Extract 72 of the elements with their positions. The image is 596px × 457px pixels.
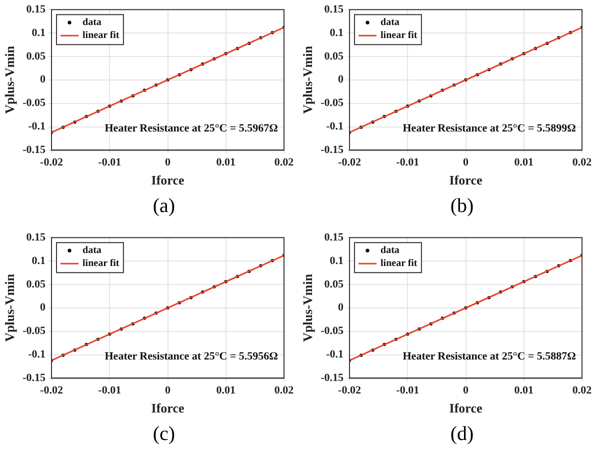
y-tick-label: 0.15: [324, 231, 344, 244]
x-tick-label: 0.01: [514, 384, 534, 397]
x-tick-label: 0.01: [216, 156, 236, 169]
y-tick-label: 0.15: [26, 3, 46, 16]
x-tick-label: -0.01: [98, 156, 122, 169]
y-tick-label: 0.1: [330, 26, 344, 39]
annotation: Heater Resistance at 25°C = 5.5956Ω: [104, 350, 278, 363]
text: (a): [152, 194, 176, 219]
y-tick-label: 0.1: [330, 254, 344, 267]
y-tick-label: 0: [40, 302, 46, 314]
y-tick-label: 0.15: [26, 231, 46, 244]
x-tick-label: 0: [165, 156, 172, 169]
annotation: Heater Resistance at 25°C = 5.5899Ω: [402, 122, 576, 135]
text: (c): [152, 422, 176, 447]
y-tick-label: 0.05: [26, 278, 46, 290]
x-tick-label: 0.02: [274, 384, 294, 397]
y-tick-label: -0.15: [320, 144, 344, 156]
x-axis-title: Iforce: [449, 172, 482, 188]
x-tick-label: -0.01: [98, 384, 122, 397]
y-tick-label: -0.05: [22, 325, 46, 338]
legend-label: data: [82, 245, 102, 256]
y-tick-label: 0.15: [324, 3, 344, 16]
legend-label: linear fit: [380, 258, 418, 270]
y-tick-label: -0.15: [320, 372, 344, 384]
legend-label: linear fit: [82, 30, 120, 42]
y-tick-label: -0.05: [22, 97, 46, 110]
y-tick-label: 0.1: [32, 254, 46, 267]
annotation: Heater Resistance at 25°C = 5.5967Ω: [104, 122, 278, 135]
x-tick-label: -0.02: [40, 156, 64, 169]
y-tick-label: -0.05: [320, 325, 344, 338]
y-tick-label: -0.15: [22, 372, 46, 384]
y-axis-title: Vplus-Vmin: [2, 273, 18, 342]
y-tick-label: 0.1: [32, 26, 46, 39]
x-tick-label: 0: [463, 384, 470, 397]
text: (b): [449, 194, 475, 219]
x-tick-label: 0.02: [572, 156, 592, 169]
annotation: Heater Resistance at 25°C = 5.5887Ω: [402, 350, 576, 363]
x-tick-label: 0.02: [572, 384, 592, 397]
y-tick-label: 0: [338, 302, 344, 314]
y-tick-label: -0.1: [326, 120, 344, 133]
x-tick-label: -0.02: [338, 384, 362, 397]
y-tick-label: -0.1: [28, 120, 46, 133]
legend-label: data: [380, 245, 400, 256]
y-tick-label: -0.15: [22, 144, 46, 156]
y-axis-title: Vplus-Vmin: [2, 45, 18, 114]
x-tick-label: 0.02: [274, 156, 294, 169]
x-axis-title: Iforce: [151, 400, 184, 416]
legend-label: linear fit: [82, 258, 120, 270]
y-tick-label: -0.05: [320, 97, 344, 110]
legend-label: linear fit: [380, 30, 418, 42]
y-tick-label: 0: [40, 74, 46, 86]
x-axis-title: Iforce: [449, 400, 482, 416]
y-axis-title: Vplus-Vmin: [300, 45, 316, 114]
x-tick-label: -0.02: [40, 384, 64, 397]
x-tick-label: 0: [165, 384, 172, 397]
x-tick-label: -0.01: [396, 384, 420, 397]
x-axis-title: Iforce: [151, 172, 184, 188]
legend-label: data: [82, 17, 102, 28]
y-tick-label: 0.05: [26, 50, 46, 62]
y-tick-label: -0.1: [28, 348, 46, 361]
y-axis-title: Vplus-Vmin: [300, 273, 316, 342]
text: (d): [449, 422, 475, 447]
y-tick-label: 0.05: [324, 50, 344, 62]
x-tick-label: 0.01: [216, 384, 236, 397]
x-tick-label: 0.01: [514, 156, 534, 169]
x-tick-label: -0.02: [338, 156, 362, 169]
x-tick-label: 0: [463, 156, 470, 169]
y-tick-label: 0.05: [324, 278, 344, 290]
x-tick-label: -0.01: [396, 156, 420, 169]
y-tick-label: 0: [338, 74, 344, 86]
y-tick-label: -0.1: [326, 348, 344, 361]
legend-label: data: [380, 17, 400, 28]
